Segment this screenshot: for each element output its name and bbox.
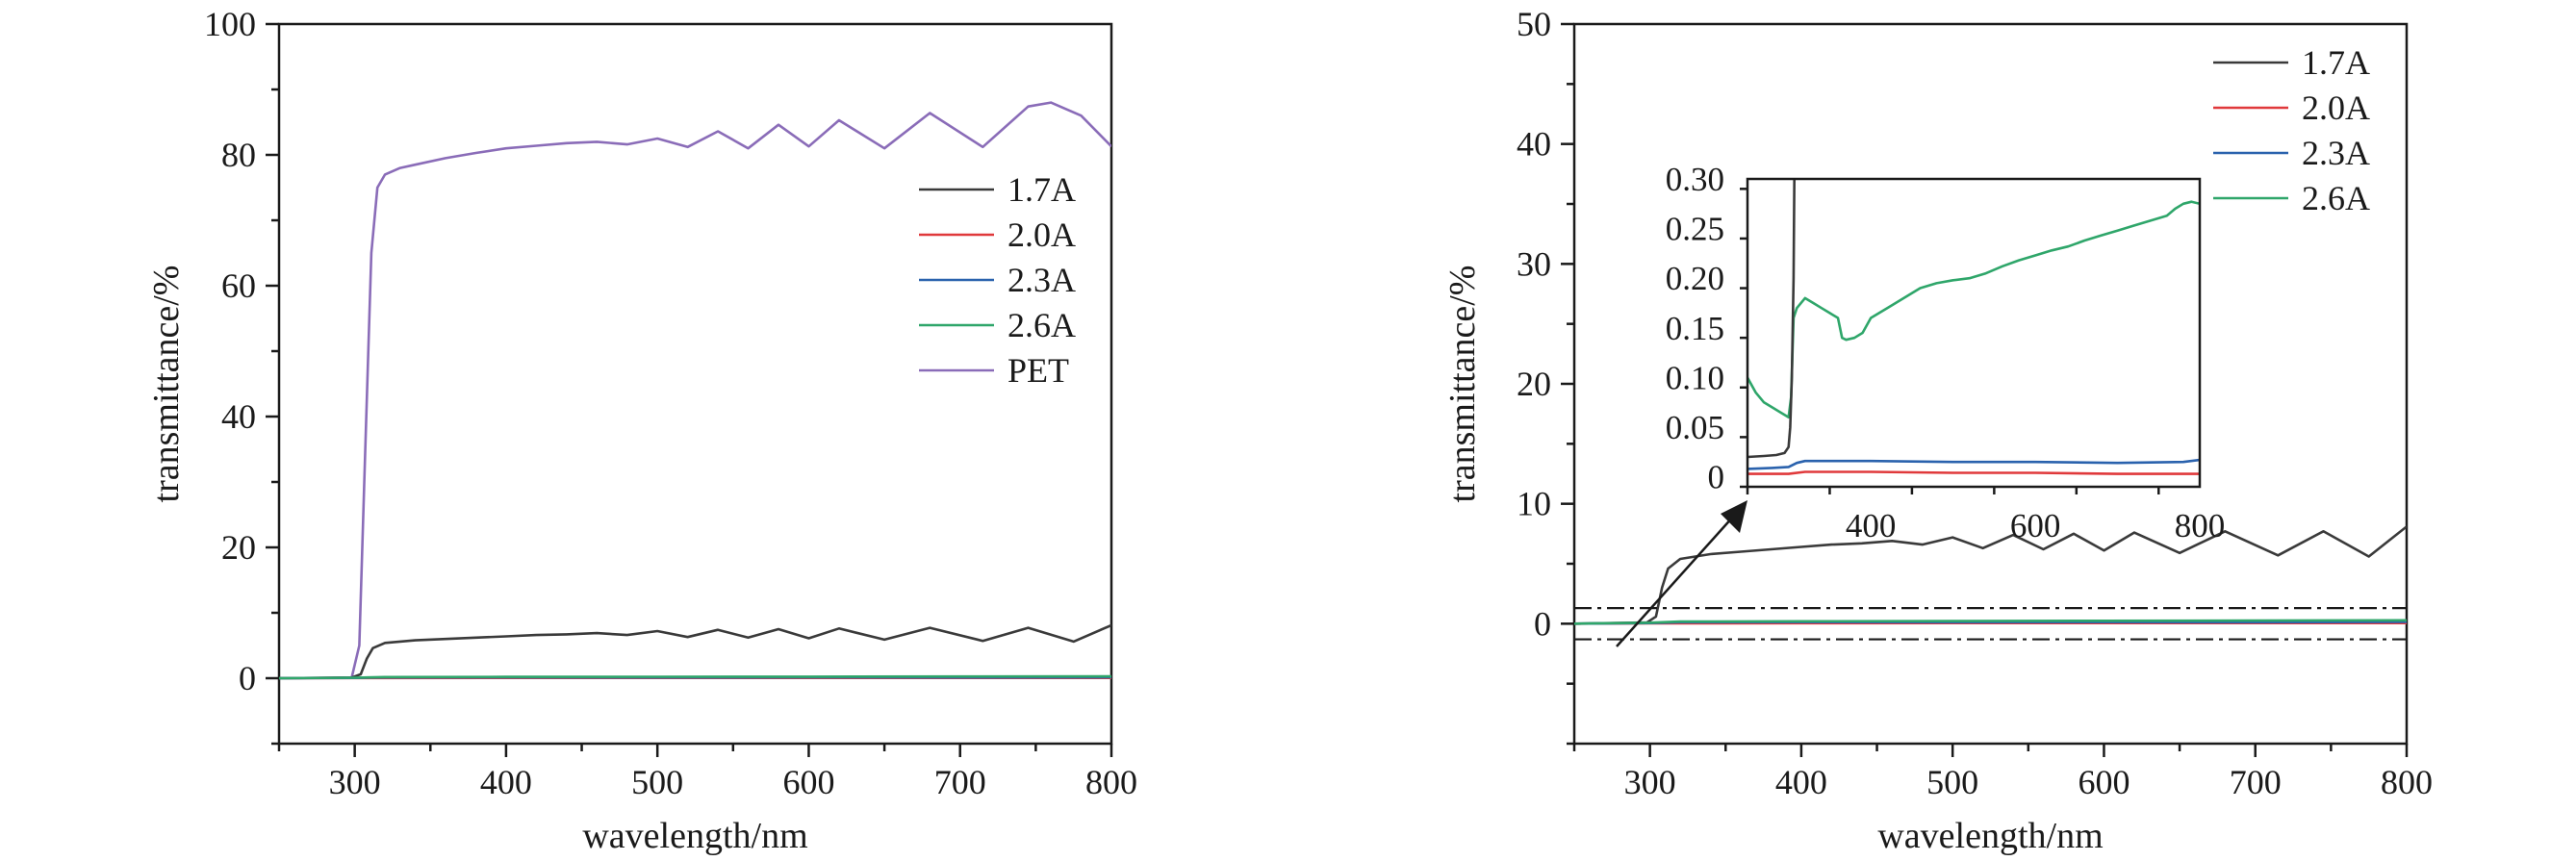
y-tick-label: 30 [1517, 244, 1551, 283]
inset-background [1747, 179, 2200, 487]
y-tick-label: 20 [1517, 365, 1551, 403]
x-tick-label: 800 [1085, 763, 1137, 801]
chart-left: 300 400 500 600 700 800 0 20 40 60 80 100 wavelength… [146, 5, 1137, 856]
y-tick-label: 0.05 [1666, 409, 1724, 446]
legend-label: 2.3A [1007, 261, 1076, 299]
y-tick-label: 80 [221, 136, 256, 174]
y-tick-label: 50 [1517, 5, 1551, 43]
legend-label: 2.6A [1007, 306, 1076, 344]
y-tick-label: 40 [1517, 125, 1551, 164]
y-tick-label: 60 [221, 266, 256, 305]
x-tick-label: 600 [2078, 763, 2130, 801]
series-group [1574, 525, 2407, 625]
zoom-arrow-head [1721, 500, 1747, 533]
zoom-arrow-shaft [1616, 515, 1735, 647]
chart-right: 300 400 500 600 700 800 0 10 20 30 40 50 wavelength/… [1442, 5, 2433, 856]
y-tick-label: 0 [1534, 604, 1551, 643]
inset-series-line-17a [1747, 179, 1797, 459]
x-tick-label: 700 [934, 763, 986, 801]
y-tick-label: 0 [239, 659, 256, 697]
inset-series-line-20a [1747, 470, 2200, 475]
y-tick-label: 0.15 [1666, 310, 1724, 347]
y-tick-label: 0.10 [1666, 359, 1724, 396]
legend-label: 2.6A [2302, 179, 2370, 217]
x-tick-label: 300 [1624, 763, 1676, 801]
x-tick-label: 800 [2175, 507, 2226, 544]
y-tick-label: 40 [221, 397, 256, 436]
series-line-26a [1574, 619, 2407, 625]
x-tick-label: 400 [1846, 507, 1897, 544]
legend-label: 2.0A [2302, 89, 2370, 127]
legend-label: 1.7A [2302, 43, 2370, 82]
series-line-pet [279, 101, 1111, 680]
y-axis-title: transmittance/% [146, 266, 187, 503]
inset-series-group [1747, 179, 2200, 475]
y-tick-label: 0.25 [1666, 211, 1724, 248]
legend-label: 2.3A [2302, 134, 2370, 172]
legend-label: 2.0A [1007, 215, 1076, 254]
plot-frame [277, 22, 1113, 746]
legend: 1.7A 2.0A 2.3A 2.6A [2213, 43, 2370, 217]
plot-frame [1746, 177, 2202, 489]
x-tick-label: 800 [2381, 763, 2433, 801]
x-tick-label: 700 [2230, 763, 2282, 801]
x-tick-label: 500 [631, 763, 683, 801]
inset-chart: 400 600 800 0 0.05 0.10 0.15 0.20 0.25 0.30 [1666, 161, 2226, 544]
x-tick-label: 600 [782, 763, 834, 801]
x-tick-label: 500 [1926, 763, 1978, 801]
y-tick-label: 10 [1517, 485, 1551, 523]
x-tick-label: 400 [1775, 763, 1827, 801]
inset-series-line-23a [1747, 458, 2200, 470]
y-axis-title: transmittance/% [1442, 266, 1483, 503]
y-tick-label: 0.20 [1666, 260, 1724, 297]
series-line-17a [1574, 525, 2407, 625]
x-tick-label: 300 [329, 763, 381, 801]
y-tick-label: 0.30 [1666, 161, 1724, 198]
y-tick-label: 20 [221, 528, 256, 567]
x-axis-title: wavelength/nm [1877, 816, 2103, 856]
x-axis-title: wavelength/nm [582, 816, 807, 856]
x-tick-label: 600 [2010, 507, 2061, 544]
series-line-26a [279, 674, 1111, 680]
legend: 1.7A 2.0A 2.3A 2.6A PET [919, 170, 1076, 390]
x-tick-label: 400 [480, 763, 532, 801]
legend-label: 1.7A [1007, 170, 1076, 209]
y-tick-label: 100 [204, 5, 256, 43]
y-tick-label: 0 [1708, 459, 1725, 496]
legend-label: PET [1007, 351, 1069, 390]
series-line-17a [279, 623, 1111, 680]
series-group [279, 101, 1111, 680]
